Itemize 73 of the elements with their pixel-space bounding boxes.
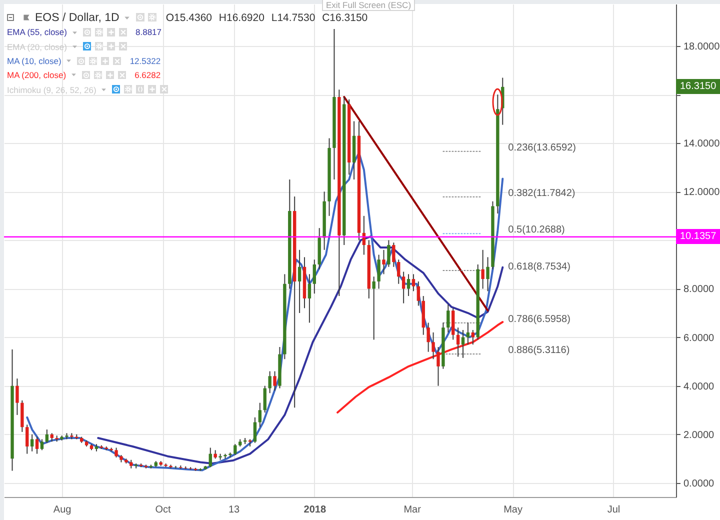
annotation: 0.786(6.5958) — [508, 314, 570, 325]
candlestick — [372, 276, 376, 340]
y-tick-label: 18.0000 — [684, 41, 720, 52]
candlestick — [35, 436, 39, 454]
candlestick — [397, 259, 400, 284]
candlestick — [481, 249, 484, 290]
x-tick-label: May — [504, 504, 522, 516]
candlestick — [273, 370, 276, 392]
annotation: 0.236(13.6592) — [508, 142, 576, 154]
candlestick — [312, 259, 316, 294]
candlestick — [40, 438, 44, 451]
y-tick-label: 8.0000 — [684, 284, 715, 296]
candlestick — [308, 274, 312, 324]
annotation: 0.886(5.3116) — [508, 344, 570, 356]
candlestick — [456, 327, 460, 358]
candlestick — [406, 274, 410, 297]
candlestick — [26, 424, 29, 454]
x-tick-label: 13 — [228, 504, 240, 516]
candlestick — [387, 240, 390, 268]
text: EOS / Dollar, 1D — [35, 12, 120, 24]
candlestick — [377, 254, 380, 290]
y-tick-label: 14.0000 — [684, 138, 720, 150]
candlestick — [258, 402, 262, 428]
candlestick — [208, 447, 212, 468]
annotation: 0.382(11.7842) — [508, 188, 576, 199]
candlestick — [263, 385, 266, 414]
legend-label: Ichimoku (9, 26, 52, 26) — [7, 84, 96, 94]
annotation: 8.8817 — [136, 27, 162, 38]
annotation: 6.6282 — [134, 70, 161, 80]
x-tick-label: Jul — [607, 504, 620, 516]
candlestick — [253, 416, 257, 444]
candlestick — [382, 249, 386, 275]
annotation: 0.5(10.2688) — [508, 224, 565, 236]
y-tick-label: 4.0000 — [684, 381, 715, 392]
candlestick — [234, 444, 237, 456]
candlestick — [402, 271, 406, 304]
candlestick — [426, 322, 430, 352]
candlestick — [45, 429, 49, 444]
annotation: Exit Full Screen (ESC) — [322, 0, 416, 11]
candlestick — [471, 329, 475, 346]
annotation: 0.618(8.7534) — [508, 261, 570, 272]
x-tick-label: Oct — [155, 504, 172, 516]
y-tick-label: 2.0000 — [684, 430, 715, 441]
candlestick — [412, 274, 416, 292]
annotation: 16.3150 — [676, 79, 720, 94]
y-tick-label: 6.0000 — [684, 332, 715, 344]
candlestick — [298, 249, 302, 314]
candlestick — [114, 447, 118, 458]
candlestick — [268, 370, 272, 394]
y-tick-label: 12.0000 — [684, 187, 720, 198]
candlestick — [486, 256, 490, 292]
candlestick — [446, 304, 450, 333]
candlestick — [436, 346, 440, 386]
annotation: 12.5322 — [130, 56, 161, 66]
text: MA (10, close) — [7, 56, 62, 66]
candlestick — [392, 242, 396, 268]
candlestick — [16, 378, 19, 416]
y-tick-label: 0.0000 — [684, 478, 715, 490]
candlestick — [461, 329, 465, 358]
candlestick — [466, 322, 470, 346]
line-series — [336, 321, 504, 414]
candlestick — [416, 280, 420, 306]
text: O15.4360 H16.6920 L14.7530 C16.3150 — [166, 12, 368, 24]
candlestick — [432, 332, 435, 360]
x-tick-label: 2018 — [304, 504, 326, 516]
x-tick-label: Aug — [53, 504, 72, 516]
x-tick-label: Mar — [404, 504, 422, 516]
text: MA (200, close) — [7, 70, 66, 80]
ref-line-label: 10.1357 — [676, 229, 720, 244]
legend-label: EMA (20, close) — [7, 42, 67, 52]
line-series — [26, 152, 504, 472]
candlestick — [30, 434, 34, 452]
text: EMA (55, close) — [7, 27, 67, 38]
